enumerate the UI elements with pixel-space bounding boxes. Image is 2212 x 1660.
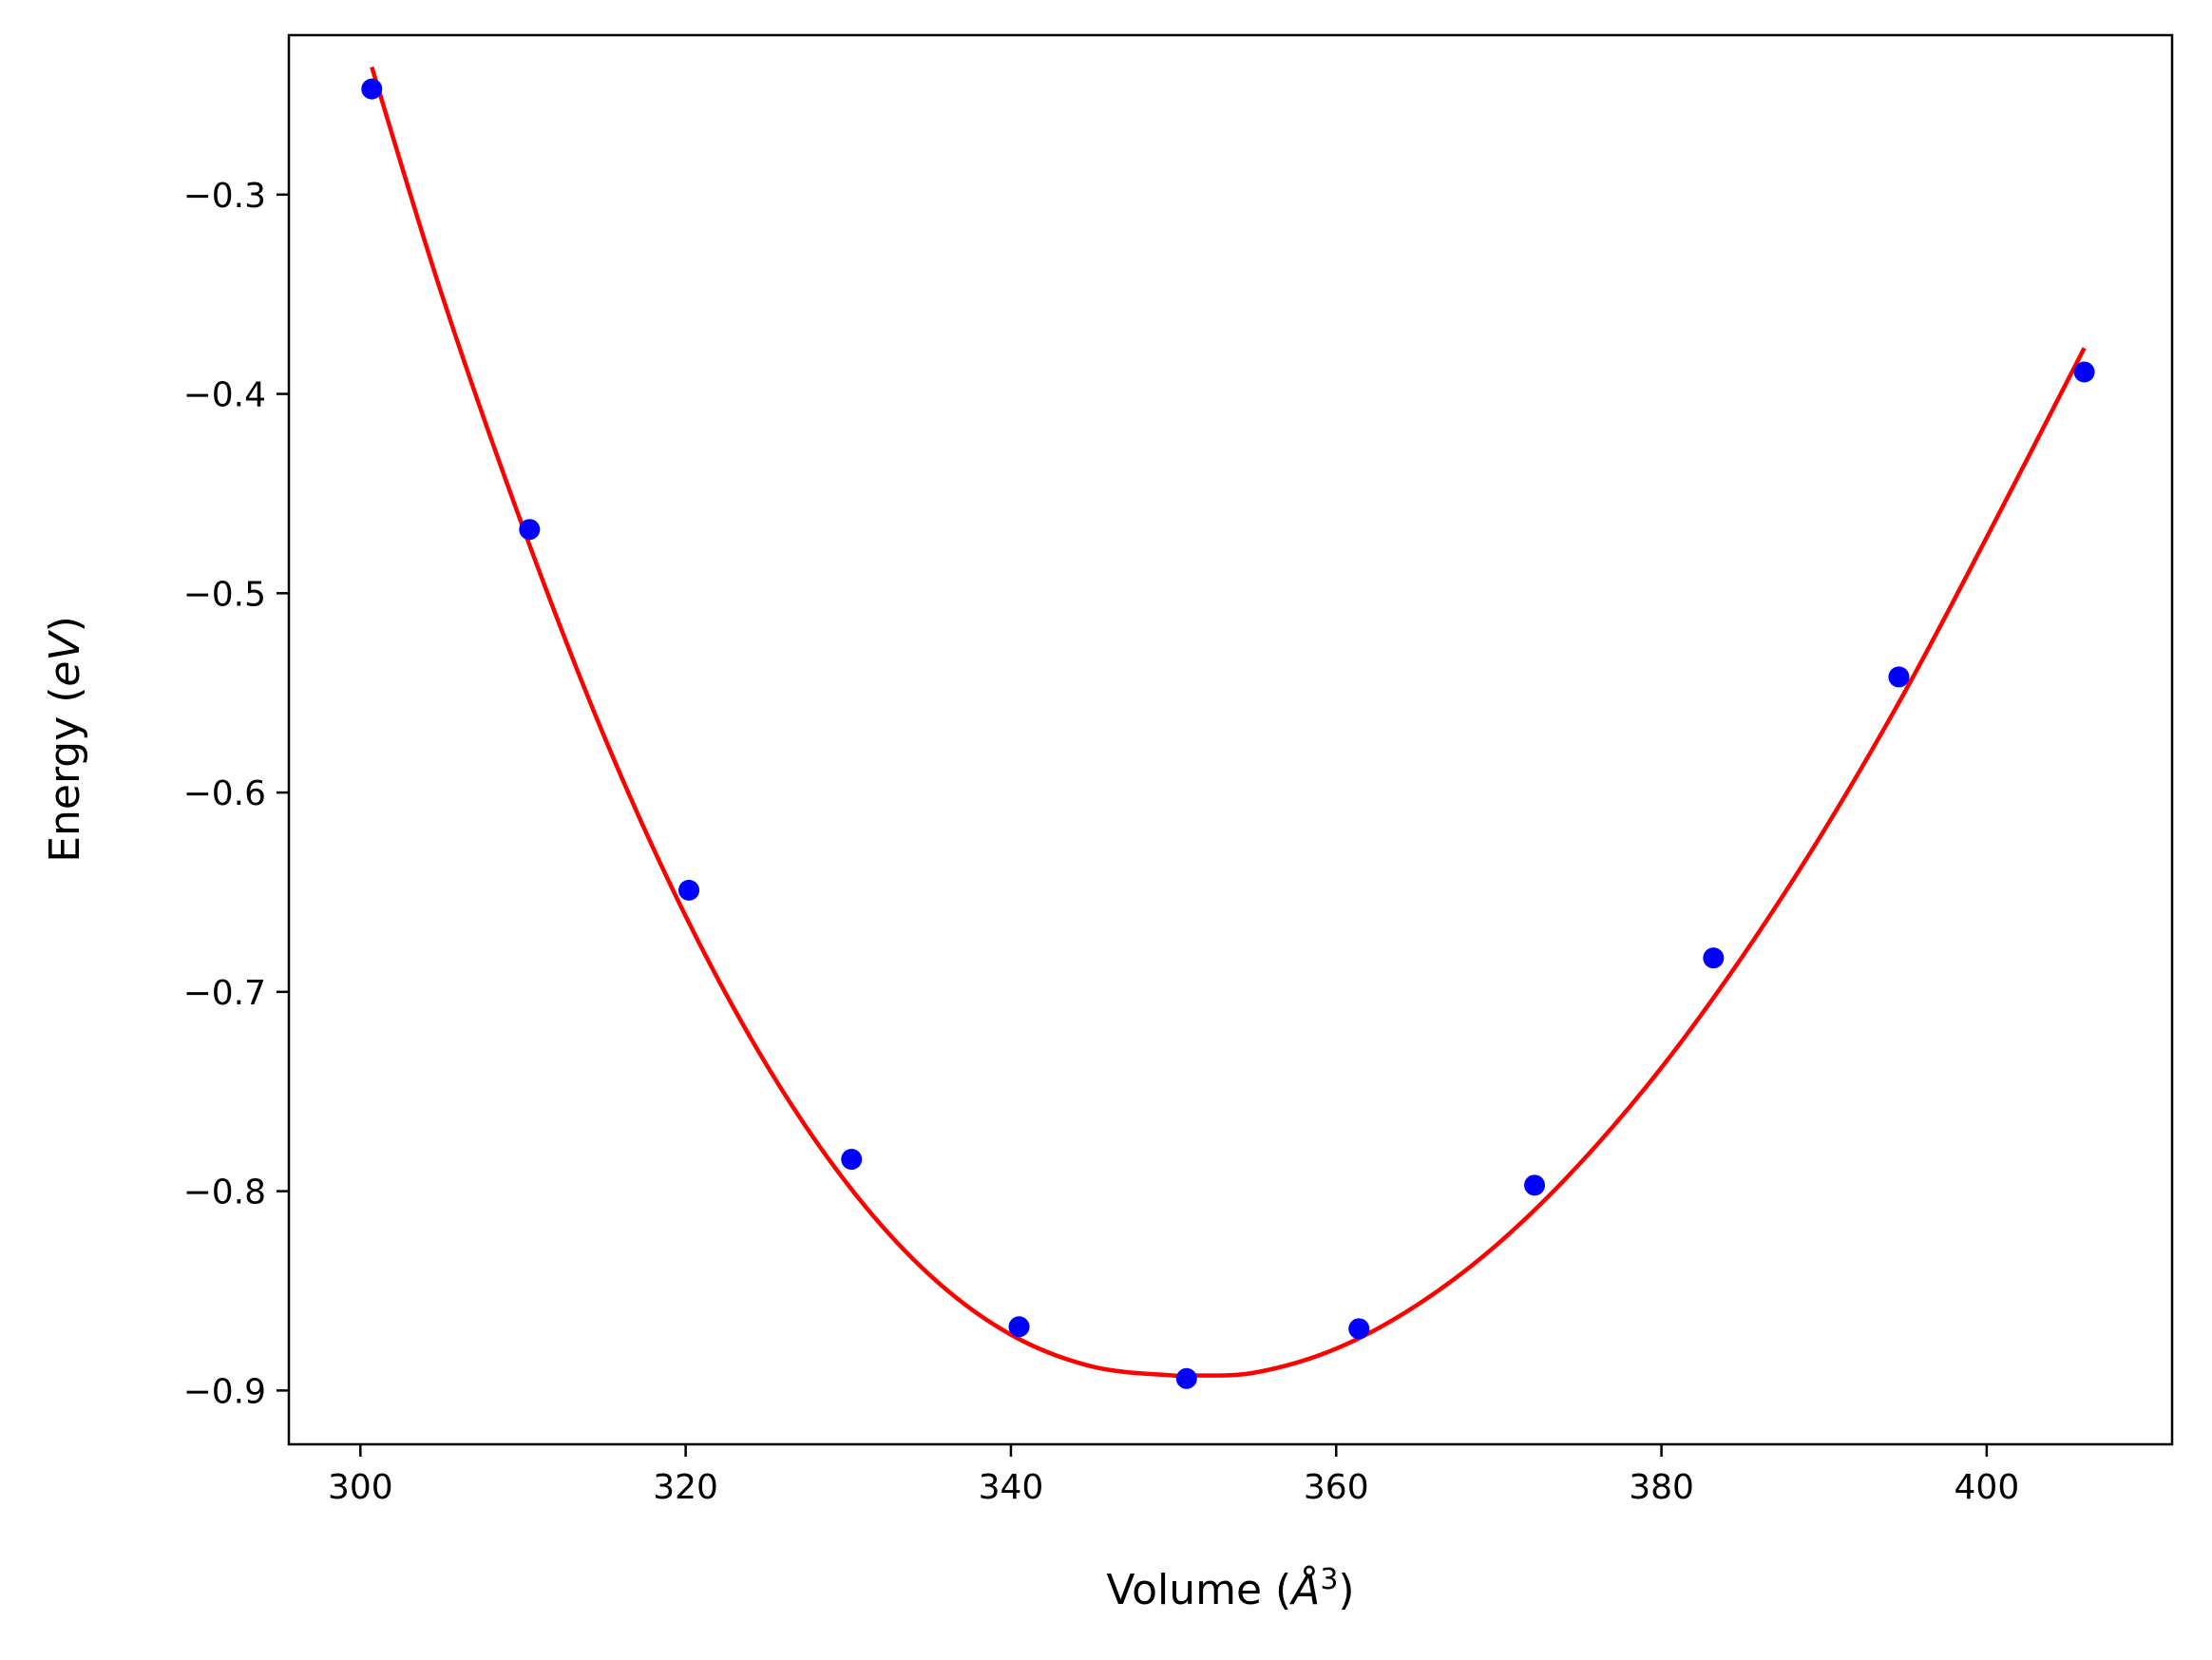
data-point bbox=[361, 78, 383, 100]
data-point bbox=[678, 879, 700, 901]
data-point bbox=[519, 519, 541, 541]
y-tick-label: −0.6 bbox=[183, 774, 266, 813]
axes-frame bbox=[287, 33, 2174, 1446]
y-tick-label: −0.9 bbox=[183, 1372, 266, 1411]
plot-content bbox=[361, 66, 2095, 1389]
data-point bbox=[1008, 1316, 1030, 1338]
data-point bbox=[841, 1149, 863, 1171]
data-point bbox=[1524, 1174, 1546, 1196]
y-tick-label: −0.3 bbox=[183, 177, 266, 216]
x-axis: 300 320 340 360 380 400 bbox=[328, 1444, 2019, 1507]
data-point bbox=[1888, 666, 1910, 688]
data-point bbox=[2073, 361, 2095, 383]
y-axis-label: Energy (eV) bbox=[41, 616, 89, 863]
y-tick-label: −0.8 bbox=[183, 1173, 266, 1212]
data-point bbox=[1348, 1318, 1370, 1340]
x-tick-label: 340 bbox=[979, 1468, 1044, 1507]
x-axis-label: Volume (Å3) bbox=[1106, 1563, 1354, 1614]
x-tick-label: 300 bbox=[328, 1468, 393, 1507]
x-tick-label: 320 bbox=[653, 1468, 718, 1507]
y-tick-label: −0.4 bbox=[183, 376, 266, 415]
y-axis: −0.9 −0.8 −0.7 −0.6 −0.5 −0.4 −0.3 bbox=[183, 177, 289, 1411]
x-tick-label: 360 bbox=[1304, 1468, 1369, 1507]
x-tick-label: 380 bbox=[1629, 1468, 1694, 1507]
data-point bbox=[1703, 947, 1725, 969]
data-point bbox=[1175, 1367, 1197, 1389]
y-tick-label: −0.5 bbox=[183, 575, 266, 614]
x-tick-label: 400 bbox=[1955, 1468, 2020, 1507]
y-tick-label: −0.7 bbox=[183, 974, 266, 1013]
